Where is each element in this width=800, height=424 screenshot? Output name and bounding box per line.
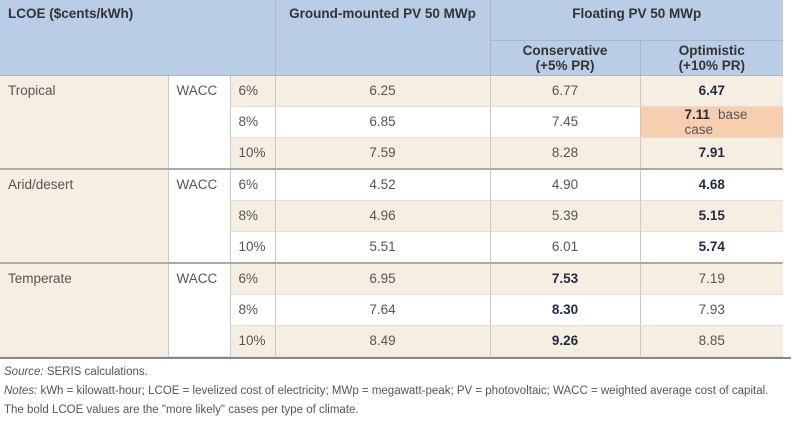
ground-value: 5.51 xyxy=(274,231,491,263)
conservative-value: 7.45 xyxy=(489,106,641,138)
optimistic-value: 7.11 xyxy=(684,106,711,122)
table-row: 8% 6.85 7.45 7.11 base case xyxy=(0,106,784,138)
optimistic-value: 7.91 xyxy=(639,137,784,169)
wacc-value: 6% xyxy=(229,261,276,295)
source-text: SERIS calculations. xyxy=(43,365,148,378)
ground-value: 6.25 xyxy=(274,75,491,107)
wacc-value: 10% xyxy=(229,231,276,263)
optimistic-value: 8.85 xyxy=(639,325,784,357)
table-row: Arid/desert WACC 6% 4.52 4.90 4.68 xyxy=(0,167,784,263)
notes-label: Notes: xyxy=(4,384,38,397)
ground-value: 4.96 xyxy=(274,200,491,232)
notes-text: kWh = kilowatt-hour; LCOE = levelized co… xyxy=(4,384,769,416)
ground-value: 7.59 xyxy=(274,137,491,169)
source-line: Source: SERIS calculations. xyxy=(4,363,787,382)
wacc-value: 8% xyxy=(229,200,276,232)
table-row: 8% 4.96 5.39 5.15 xyxy=(0,200,784,232)
table-row: 8% 7.64 8.30 7.93 xyxy=(0,294,784,326)
wacc-label: WACC xyxy=(167,167,230,263)
conservative-value: 6.01 xyxy=(489,231,641,263)
wacc-value: 10% xyxy=(229,325,276,357)
conservative-value: 8.30 xyxy=(489,294,641,326)
optimistic-value: 5.15 xyxy=(639,200,784,232)
optimistic-value: 6.47 xyxy=(639,75,784,107)
climate-cell: Arid/desert xyxy=(0,167,168,263)
ground-value: 7.64 xyxy=(274,294,491,326)
conservative-value: 7.53 xyxy=(489,261,641,295)
wacc-value: 8% xyxy=(229,294,276,326)
ground-value: 6.95 xyxy=(274,261,491,295)
wacc-value: 8% xyxy=(229,106,276,138)
ground-value: 6.85 xyxy=(274,106,491,138)
table-row: 10% 8.49 9.26 8.85 xyxy=(0,325,784,357)
ground-value: 4.52 xyxy=(274,167,491,201)
lcoe-table: LCOE ($cents/kWh) Ground-mounted PV 50 M… xyxy=(0,0,784,357)
conservative-value: 4.90 xyxy=(489,167,641,201)
header-conservative: Conservative (+5% PR) xyxy=(489,40,641,76)
table-row: Tropical WACC 6% 6.25 6.77 6.47 xyxy=(0,75,784,169)
optimistic-value: 4.68 xyxy=(639,167,784,201)
wacc-value: 6% xyxy=(229,167,276,201)
climate-cell: Temperate xyxy=(0,261,168,357)
conservative-value: 6.77 xyxy=(489,75,641,107)
wacc-value: 10% xyxy=(229,137,276,169)
conservative-value: 8.28 xyxy=(489,137,641,169)
ground-value: 8.49 xyxy=(274,325,491,357)
climate-cell: Tropical xyxy=(0,75,168,169)
optimistic-value: 7.19 xyxy=(639,261,784,295)
source-label: Source: xyxy=(4,365,44,378)
table-row: Temperate WACC 6% 6.95 7.53 7.19 xyxy=(0,261,784,357)
notes-line: Notes: kWh = kilowatt-hour; LCOE = level… xyxy=(4,382,787,420)
table-row: 10% 7.59 8.28 7.91 xyxy=(0,137,784,169)
header-lcoe: LCOE ($cents/kWh) xyxy=(0,0,276,76)
wacc-label: WACC xyxy=(167,261,230,357)
optimistic-value: 5.74 xyxy=(639,231,784,263)
conservative-value: 9.26 xyxy=(489,325,641,357)
wacc-label: WACC xyxy=(167,75,230,169)
header-floating: Floating PV 50 MWp xyxy=(489,0,784,41)
base-case-label: base case xyxy=(684,106,748,137)
wacc-value: 6% xyxy=(229,75,276,107)
header-optimistic: Optimistic (+10% PR) xyxy=(639,40,784,76)
optimistic-value-base-case: 7.11 base case xyxy=(639,106,784,138)
table-notes: Source: SERIS calculations. Notes: kWh =… xyxy=(0,356,791,424)
header-ground: Ground-mounted PV 50 MWp xyxy=(274,0,491,76)
optimistic-value: 7.93 xyxy=(639,294,784,326)
conservative-value: 5.39 xyxy=(489,200,641,232)
